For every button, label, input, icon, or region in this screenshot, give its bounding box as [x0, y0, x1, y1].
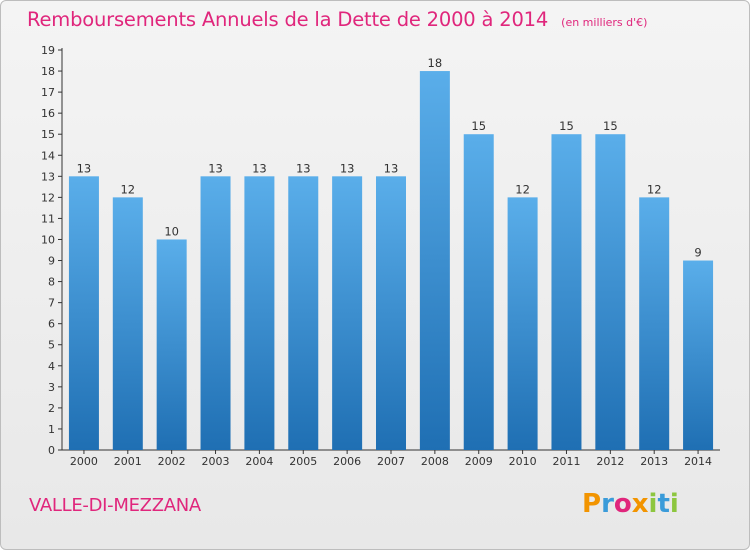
logo-letter: x	[631, 489, 649, 519]
y-tick-label: 13	[41, 170, 55, 183]
logo-letter: P	[582, 489, 602, 519]
bar-value-label: 13	[252, 161, 267, 175]
bar-value-label: 13	[296, 161, 311, 175]
bar-value-label: 15	[603, 119, 618, 133]
bar-value-label: 13	[77, 161, 92, 175]
y-tick-label: 3	[48, 381, 55, 394]
logo-letter: i	[648, 489, 658, 519]
proxiti-logo[interactable]: Proxiti	[582, 489, 679, 519]
y-tick-label: 6	[48, 318, 55, 331]
bar	[112, 197, 143, 450]
bar	[551, 134, 582, 451]
bar	[595, 134, 626, 451]
x-tick-label: 2002	[158, 455, 186, 468]
bar	[639, 197, 670, 450]
y-tick-label: 2	[48, 402, 55, 415]
bars-group	[68, 71, 714, 451]
bar-value-label: 13	[384, 161, 399, 175]
commune-name: VALLE-DI-MEZZANA	[29, 495, 201, 516]
bar	[463, 134, 494, 451]
x-tick-label: 2003	[202, 455, 230, 468]
logo-letter: i	[669, 489, 679, 519]
chart-subtitle: (en milliers d'€)	[561, 16, 648, 29]
logo-letter: t	[657, 489, 670, 519]
bar-value-label: 12	[120, 182, 135, 196]
x-tick-label: 2007	[377, 455, 405, 468]
bar	[332, 176, 363, 450]
data-labels-group: 13 12 10 13 13 13 13 13 18 15 12 15 15 12 9	[77, 56, 702, 259]
x-tick-label: 2008	[421, 455, 449, 468]
y-tick-label: 1	[48, 423, 55, 436]
x-tick-label: 2005	[289, 455, 317, 468]
x-tick-label: 2006	[333, 455, 361, 468]
bar	[156, 239, 187, 450]
y-tick-label: 16	[41, 107, 55, 120]
y-tick-label: 5	[48, 339, 55, 352]
y-tick-label: 11	[41, 212, 55, 225]
y-tick-label: 14	[41, 149, 55, 162]
chart-title: Remboursements Annuels de la Dette de 20…	[27, 8, 549, 31]
y-tick-label: 4	[48, 360, 55, 373]
bar-value-label: 15	[559, 119, 574, 133]
bar	[68, 176, 99, 450]
bar	[683, 260, 714, 450]
x-tick-label: 2001	[114, 455, 142, 468]
bar-value-label: 13	[340, 161, 355, 175]
logo-letter: r	[601, 489, 614, 519]
y-tick-label: 19	[41, 44, 55, 57]
bar	[288, 176, 319, 450]
bar-value-label: 10	[164, 224, 179, 238]
x-tick-label: 2012	[596, 455, 624, 468]
bar-value-label: 12	[515, 182, 530, 196]
y-tick-label: 15	[41, 128, 55, 141]
bar	[507, 197, 538, 450]
bar-value-label: 15	[471, 119, 486, 133]
bar	[244, 176, 275, 450]
bar-value-label: 12	[647, 182, 662, 196]
x-tick-label: 2013	[640, 455, 668, 468]
x-tick-label: 2011	[552, 455, 580, 468]
bar-value-label: 9	[694, 246, 701, 260]
y-tick-label: 12	[41, 191, 55, 204]
x-tick-label: 2010	[509, 455, 537, 468]
logo-letter: o	[613, 489, 632, 519]
x-tick-label: 2004	[245, 455, 273, 468]
y-tick-label: 0	[48, 444, 55, 457]
bar-value-label: 18	[428, 56, 443, 70]
bar	[419, 71, 450, 450]
y-tick-label: 10	[41, 233, 55, 246]
y-tick-label: 9	[48, 255, 55, 268]
y-tick-label: 17	[41, 86, 55, 99]
y-tick-label: 8	[48, 276, 55, 289]
bar	[376, 176, 406, 450]
x-tick-label: 2009	[465, 455, 493, 468]
x-tick-label: 2000	[70, 455, 98, 468]
chart-header: Remboursements Annuels de la Dette de 20…	[27, 8, 647, 31]
bar	[200, 176, 231, 450]
x-tick-label: 2014	[684, 455, 712, 468]
bar-value-label: 13	[208, 161, 223, 175]
y-tick-label: 7	[48, 297, 55, 310]
y-tick-label: 18	[41, 65, 55, 78]
